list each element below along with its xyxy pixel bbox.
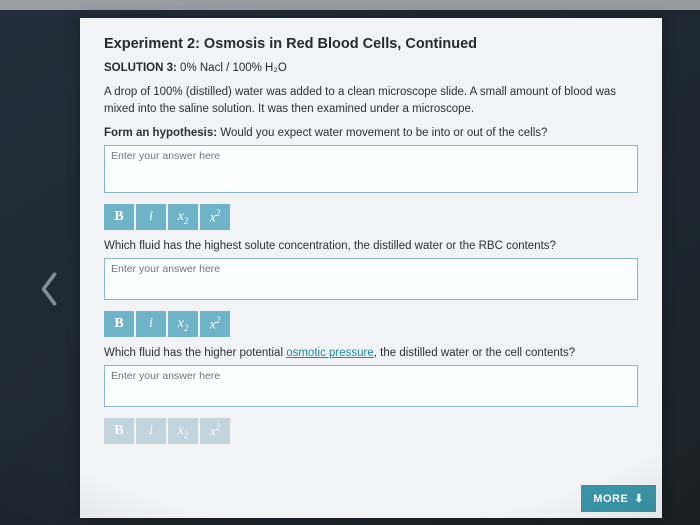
subscript-button[interactable]: x2 xyxy=(168,204,198,230)
question-2: Which fluid has the highest solute conce… xyxy=(104,240,638,252)
subscript-button[interactable]: x2 xyxy=(168,311,198,337)
arrow-down-icon: ⬇ xyxy=(634,492,644,505)
bold-icon: B xyxy=(114,316,123,332)
format-toolbar-2: B i x2 x2 xyxy=(104,311,638,337)
bold-button[interactable]: B xyxy=(104,204,134,230)
solution-label: SOLUTION 3: xyxy=(104,62,177,74)
italic-icon: i xyxy=(149,209,153,225)
answer-input-1[interactable] xyxy=(104,145,638,193)
subscript-button[interactable]: x2 xyxy=(168,418,198,444)
more-label: MORE xyxy=(593,493,628,505)
italic-icon: i xyxy=(149,316,153,332)
intro-paragraph: A drop of 100% (distilled) water was add… xyxy=(104,84,638,117)
subscript-icon: x2 xyxy=(178,423,189,440)
chevron-left-icon xyxy=(38,270,60,308)
bold-icon: B xyxy=(114,423,123,439)
question-3-post: , the distilled water or the cell conten… xyxy=(374,347,575,359)
subscript-icon: x2 xyxy=(178,316,189,333)
format-toolbar-3: B i x2 x2 xyxy=(104,418,638,444)
more-button[interactable]: MORE ⬇ xyxy=(581,485,656,512)
question-3: Which fluid has the higher potential osm… xyxy=(104,347,638,359)
format-toolbar-1: B i x2 x2 xyxy=(104,204,638,230)
italic-button[interactable]: i xyxy=(136,311,166,337)
superscript-button[interactable]: x2 xyxy=(200,311,230,337)
bold-button[interactable]: B xyxy=(104,418,134,444)
subscript-icon: x2 xyxy=(178,209,189,226)
hypothesis-text: Would you expect water movement to be in… xyxy=(220,127,547,139)
italic-button[interactable]: i xyxy=(136,418,166,444)
italic-button[interactable]: i xyxy=(136,204,166,230)
answer-input-3[interactable] xyxy=(104,365,638,407)
osmotic-pressure-link[interactable]: osmotic pressure xyxy=(286,347,374,359)
superscript-button[interactable]: x2 xyxy=(200,204,230,230)
prev-page-chevron[interactable] xyxy=(38,270,60,308)
italic-icon: i xyxy=(149,423,153,439)
screen-background: Experiment 2: Osmosis in Red Blood Cells… xyxy=(0,0,700,525)
content-card: Experiment 2: Osmosis in Red Blood Cells… xyxy=(80,18,662,518)
hypothesis-label: Form an hypothesis: xyxy=(104,127,217,139)
experiment-title: Experiment 2: Osmosis in Red Blood Cells… xyxy=(104,36,638,52)
solution-line: SOLUTION 3: 0% Nacl / 100% H₂O xyxy=(104,62,638,74)
superscript-button[interactable]: x2 xyxy=(200,418,230,444)
superscript-icon: x2 xyxy=(210,208,221,227)
question-3-pre: Which fluid has the higher potential xyxy=(104,347,286,359)
solution-text: 0% Nacl / 100% H₂O xyxy=(180,62,287,74)
bold-button[interactable]: B xyxy=(104,311,134,337)
hypothesis-line: Form an hypothesis: Would you expect wat… xyxy=(104,127,638,139)
bold-icon: B xyxy=(114,209,123,225)
superscript-icon: x2 xyxy=(210,315,221,334)
superscript-icon: x2 xyxy=(210,422,221,441)
answer-input-2[interactable] xyxy=(104,258,638,300)
browser-top-bar xyxy=(0,0,700,10)
